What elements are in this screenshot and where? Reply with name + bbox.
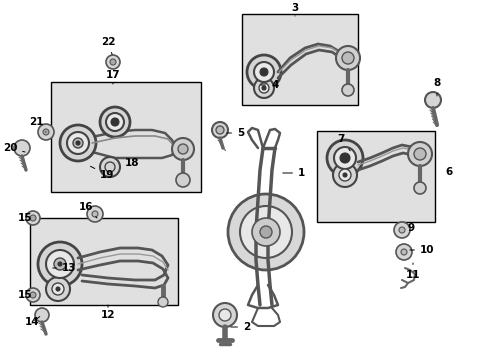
Circle shape	[407, 142, 431, 166]
Circle shape	[35, 308, 49, 322]
Circle shape	[46, 250, 74, 278]
Text: 1: 1	[282, 168, 305, 178]
Circle shape	[38, 242, 82, 286]
Circle shape	[253, 78, 273, 98]
Circle shape	[424, 92, 440, 108]
Text: 15: 15	[18, 290, 32, 300]
Bar	[316, 131, 434, 222]
Circle shape	[38, 124, 54, 140]
Text: 12: 12	[101, 305, 115, 320]
Circle shape	[30, 292, 36, 298]
Circle shape	[100, 107, 130, 137]
Circle shape	[54, 258, 66, 270]
Text: 20: 20	[3, 143, 25, 153]
Circle shape	[333, 147, 355, 169]
Text: 15: 15	[18, 213, 32, 223]
Text: 14: 14	[25, 317, 40, 327]
Circle shape	[413, 182, 425, 194]
Circle shape	[262, 86, 265, 90]
Circle shape	[413, 148, 425, 160]
Bar	[30, 218, 178, 305]
Circle shape	[213, 303, 237, 327]
Text: 3: 3	[291, 3, 298, 16]
Text: 2: 2	[230, 322, 250, 332]
Circle shape	[259, 83, 268, 93]
Circle shape	[178, 144, 187, 154]
Circle shape	[219, 309, 230, 321]
Text: 6: 6	[444, 167, 451, 177]
Circle shape	[260, 68, 267, 76]
Circle shape	[26, 211, 40, 225]
Circle shape	[342, 173, 346, 177]
Text: 17: 17	[105, 70, 120, 84]
Bar	[242, 14, 357, 105]
Text: 18: 18	[125, 158, 139, 168]
Bar	[51, 82, 201, 192]
Circle shape	[110, 59, 116, 65]
Circle shape	[100, 157, 120, 177]
Circle shape	[398, 227, 404, 233]
Text: 7: 7	[336, 134, 349, 151]
Circle shape	[46, 277, 70, 301]
Circle shape	[400, 249, 406, 255]
Circle shape	[67, 132, 89, 154]
Circle shape	[253, 62, 273, 82]
Circle shape	[73, 138, 83, 148]
Circle shape	[172, 138, 194, 160]
Circle shape	[260, 226, 271, 238]
Circle shape	[393, 222, 409, 238]
Circle shape	[106, 113, 124, 131]
Circle shape	[43, 129, 49, 135]
Circle shape	[30, 215, 36, 221]
Text: 13: 13	[53, 263, 76, 273]
Text: 21: 21	[29, 117, 46, 132]
Circle shape	[335, 46, 359, 70]
Circle shape	[332, 163, 356, 187]
Circle shape	[216, 126, 224, 134]
Circle shape	[26, 288, 40, 302]
Circle shape	[212, 122, 227, 138]
Circle shape	[341, 84, 353, 96]
Text: 16: 16	[79, 202, 97, 218]
Circle shape	[92, 211, 98, 217]
Text: 11: 11	[405, 263, 419, 280]
Circle shape	[111, 118, 119, 126]
Circle shape	[251, 218, 280, 246]
Circle shape	[87, 206, 103, 222]
Text: 5: 5	[226, 128, 244, 138]
Text: 19: 19	[90, 166, 114, 180]
Circle shape	[246, 55, 281, 89]
Circle shape	[326, 140, 362, 176]
Circle shape	[58, 262, 62, 266]
Text: 4: 4	[260, 80, 278, 90]
Circle shape	[341, 52, 353, 64]
Circle shape	[106, 55, 120, 69]
Circle shape	[56, 287, 60, 291]
Circle shape	[52, 283, 64, 295]
Text: 22: 22	[101, 37, 115, 54]
Text: 9: 9	[407, 223, 414, 233]
Text: 8: 8	[432, 78, 440, 96]
Circle shape	[240, 206, 291, 258]
Circle shape	[176, 173, 190, 187]
Circle shape	[14, 140, 30, 156]
Circle shape	[395, 244, 411, 260]
Circle shape	[158, 297, 168, 307]
Circle shape	[339, 153, 349, 163]
Circle shape	[76, 141, 80, 145]
Circle shape	[227, 194, 304, 270]
Circle shape	[338, 169, 350, 181]
Text: 10: 10	[409, 245, 434, 255]
Circle shape	[60, 125, 96, 161]
